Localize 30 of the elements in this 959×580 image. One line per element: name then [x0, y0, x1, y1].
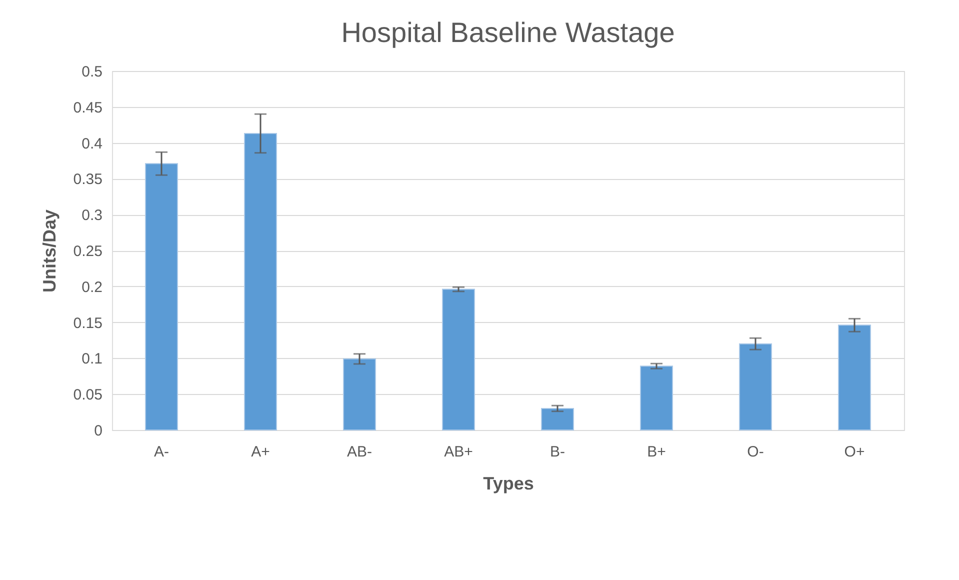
- bar: [838, 324, 871, 430]
- y-tick-label: 0.25: [73, 243, 102, 260]
- y-tick-label: 0.4: [82, 135, 102, 152]
- y-axis-title: Units/Day: [39, 209, 60, 293]
- x-tick-label: A+: [251, 444, 270, 460]
- bar: [145, 163, 178, 430]
- bar: [244, 132, 277, 430]
- x-tick-label: B+: [647, 444, 666, 460]
- y-tick-label: 0.2: [82, 278, 102, 296]
- y-tick-label: 0.35: [73, 171, 102, 188]
- y-tick-label: 0.1: [82, 350, 102, 368]
- bar: [739, 343, 772, 430]
- bar: [640, 366, 673, 430]
- x-tick-label: O-: [747, 444, 764, 460]
- bar: [541, 408, 574, 430]
- y-tick-label: 0.3: [82, 207, 102, 224]
- y-tick-label: 0.15: [73, 314, 102, 332]
- x-tick-label: B-: [550, 444, 566, 460]
- chart-title: Hospital Baseline Wastage: [341, 17, 675, 48]
- x-tick-label: O+: [844, 444, 865, 460]
- bar: [442, 288, 475, 430]
- y-tick-label: 0.45: [73, 99, 102, 116]
- bar: [343, 358, 376, 430]
- y-tick-label: 0.5: [82, 64, 102, 80]
- y-tick-label: 0.05: [73, 386, 102, 404]
- x-tick-label: AB-: [346, 444, 372, 460]
- y-tick-label: 0: [94, 422, 102, 440]
- x-tick-label: A-: [154, 444, 170, 460]
- x-axis-title: Types: [483, 474, 534, 494]
- x-tick-label: AB+: [444, 444, 474, 460]
